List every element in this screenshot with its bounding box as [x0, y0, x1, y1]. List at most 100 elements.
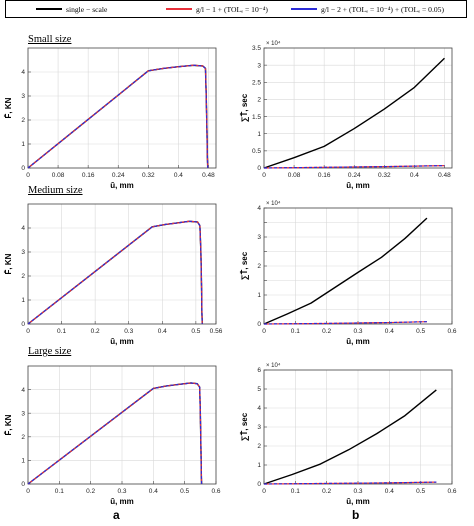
- x-tick-label: 0.48: [438, 172, 451, 179]
- x-tick-label: 0.1: [55, 488, 64, 495]
- x-tick-label: 0.4: [174, 172, 183, 179]
- x-tick-label: 0.2: [91, 328, 100, 335]
- plot-frame: [27, 47, 217, 169]
- x-tick-label: 0.32: [378, 172, 391, 179]
- chart-medium-force: 0 0.1 0.2 0.3 0.4 0.5 0.56 0 1 2 3 4 ū, mm F̄, KN: [4, 203, 223, 346]
- x-tick-label: 0.3: [117, 488, 126, 495]
- section-label-large: Large size: [28, 346, 72, 357]
- series-line-gl1: [27, 220, 203, 325]
- x-tick-label: 0.5: [180, 488, 189, 495]
- legend-label-gl2: g/l − 2 + (TOLₑ = 10⁻⁴) + (TOLₑ = 0.05): [321, 4, 445, 14]
- y-tick-label: 4: [257, 405, 261, 412]
- y-tick-label: 0: [257, 481, 261, 488]
- y-tick-label: 1: [21, 141, 25, 148]
- axis-exponent-label: × 10⁴: [266, 40, 281, 47]
- x-tick-label: 0: [262, 488, 266, 495]
- y-tick-label: 3: [257, 234, 261, 241]
- axis-exponent-label: × 10⁴: [266, 362, 281, 369]
- x-axis-label: ū, mm: [346, 497, 370, 506]
- y-tick-label: 1.5: [252, 114, 261, 121]
- y-tick-label: 2: [257, 263, 261, 270]
- x-tick-label: 0.08: [288, 172, 301, 179]
- y-axis-label: F̄, KN: [4, 97, 13, 118]
- y-tick-label: 2.5: [252, 79, 261, 86]
- y-tick-label: 1: [21, 458, 25, 465]
- series-line-gl1: [27, 382, 203, 485]
- y-tick-label: 0.5: [252, 148, 261, 155]
- series-line-gl2: [263, 481, 437, 485]
- series-line-gl2: [27, 64, 209, 169]
- x-tick-label: 0.4: [149, 488, 158, 495]
- series-line-gl2: [27, 382, 203, 485]
- x-tick-label: 0.16: [318, 172, 331, 179]
- x-axis-label: ū, mm: [110, 181, 134, 190]
- y-tick-label: 2: [21, 273, 25, 280]
- x-tick-label: 0.16: [82, 172, 95, 179]
- y-tick-label: 4: [21, 387, 25, 394]
- x-tick-label: 0.1: [291, 328, 300, 335]
- x-tick-label: 0: [262, 172, 266, 179]
- x-tick-label: 0.2: [322, 328, 331, 335]
- x-tick-label: 0.32: [142, 172, 155, 179]
- legend-label-gl1: g/l − 1 + (TOLₑ = 10⁻⁴): [196, 4, 268, 14]
- x-tick-label: 0.24: [348, 172, 361, 179]
- y-tick-label: 0: [257, 165, 261, 172]
- y-tick-label: 4: [257, 205, 261, 212]
- y-tick-label: 0: [257, 321, 261, 328]
- x-tick-label: 0.4: [410, 172, 419, 179]
- x-tick-label: 0.3: [353, 488, 362, 495]
- y-tick-label: 4: [21, 69, 25, 76]
- x-axis-label: ū, mm: [110, 337, 134, 346]
- y-tick-label: 3.5: [252, 45, 261, 52]
- y-tick-label: 3: [257, 424, 261, 431]
- x-tick-label: 0.6: [211, 488, 220, 495]
- y-tick-label: 2: [257, 443, 261, 450]
- x-axis-label: ū, mm: [346, 337, 370, 346]
- x-tick-label: 0.5: [416, 488, 425, 495]
- y-tick-label: 3: [257, 62, 261, 69]
- y-tick-label: 0: [21, 165, 25, 172]
- x-tick-label: 0.5: [191, 328, 200, 335]
- series-line-single-scale: [263, 57, 445, 169]
- series-line-single-scale: [27, 64, 209, 169]
- x-tick-label: 0.4: [158, 328, 167, 335]
- y-tick-label: 3: [21, 249, 25, 256]
- panel-letter-b: b: [352, 508, 360, 522]
- y-tick-label: 0: [21, 321, 25, 328]
- x-tick-label: 0.2: [86, 488, 95, 495]
- legend-swatch-blue: [291, 8, 317, 10]
- series-line-single-scale: [263, 389, 437, 485]
- x-tick-label: 0.6: [447, 328, 456, 335]
- series-line-gl2: [263, 165, 445, 169]
- y-axis-label: ∑T̄, sec: [240, 412, 249, 441]
- y-tick-label: 1: [21, 297, 25, 304]
- x-tick-label: 0: [26, 488, 30, 495]
- y-tick-label: 1: [257, 462, 261, 469]
- chart-large-time: 0 0.1 0.2 0.3 0.4 0.5 0.6 0 1 2 3 4 5 6 × 10⁴ ū, mm ∑T̄,…: [240, 362, 457, 506]
- y-tick-label: 6: [257, 367, 261, 374]
- axis-exponent-label: × 10⁴: [266, 200, 281, 207]
- y-axis-label: ∑T̄, sec: [240, 93, 249, 122]
- section-label-small: Small size: [28, 34, 72, 45]
- x-tick-label: 0.4: [385, 328, 394, 335]
- x-tick-label: 0.1: [57, 328, 66, 335]
- y-tick-label: 0: [21, 481, 25, 488]
- series-line-gl2: [263, 321, 427, 325]
- x-tick-label: 0: [26, 172, 30, 179]
- y-tick-label: 2: [21, 434, 25, 441]
- y-tick-label: 5: [257, 386, 261, 393]
- series-line-single-scale: [263, 217, 428, 325]
- legend-entry-gl2: g/l − 2 + (TOLₑ = 10⁻⁴) + (TOLₑ = 0.05): [291, 1, 444, 17]
- y-tick-label: 3: [21, 93, 25, 100]
- chart-legend: single − scale g/l − 1 + (TOLₑ = 10⁻⁴) g…: [5, 0, 467, 18]
- legend-swatch-black: [36, 8, 62, 10]
- y-axis-label: F̄, KN: [4, 414, 13, 435]
- x-tick-label: 0.24: [112, 172, 125, 179]
- chart-small-force: 0 0.08 0.16 0.24 0.32 0.4 0.48 0 1 2 3 4 ū, mm F̄, KN: [4, 47, 217, 190]
- chart-small-time: 0 0.08 0.16 0.24 0.32 0.4 0.48 0 0.5 1 1.5 2 2.5 3 3.5…: [240, 40, 453, 190]
- plot-frame: [263, 47, 453, 169]
- plot-frame: [27, 203, 217, 325]
- series-line-single-scale: [27, 382, 203, 485]
- y-tick-label: 3: [21, 410, 25, 417]
